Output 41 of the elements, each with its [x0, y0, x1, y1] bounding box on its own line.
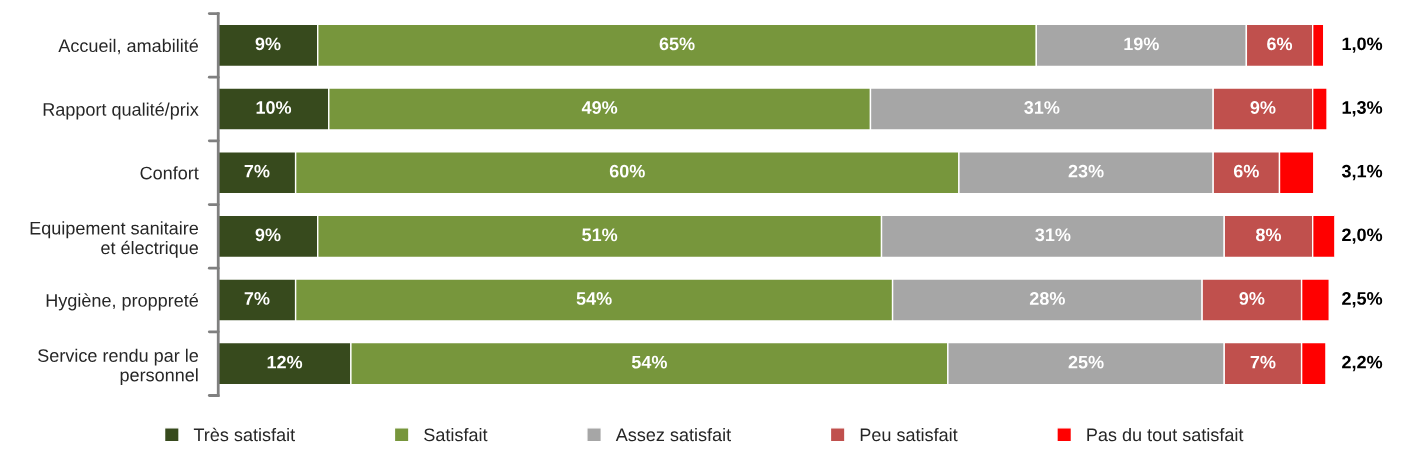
y-tick-label: Confort — [140, 166, 199, 180]
legend-label: Assez satisfait — [615, 427, 731, 442]
y-tick-label: Service rendu par le personnel — [38, 348, 198, 385]
data-label: 7% — [244, 292, 270, 305]
data-label: 9% — [255, 37, 281, 51]
data-label: 9% — [1239, 292, 1265, 305]
data-label: 31% — [1024, 101, 1060, 114]
y-tick-label: Hygiène, proppreté — [46, 293, 199, 311]
data-label: 9% — [1250, 101, 1276, 114]
data-label: 65% — [659, 37, 695, 51]
data-label: 31% — [1035, 228, 1071, 242]
legend-label: Satisfait — [424, 427, 488, 442]
data-label: 6% — [1233, 164, 1259, 178]
legend-label: Peu satisfait — [860, 427, 958, 442]
data-label: 2,2% — [1342, 355, 1383, 372]
legend-label: Pas du tout satisfait — [1087, 427, 1244, 442]
data-label: 25% — [1068, 355, 1104, 369]
data-label: 51% — [582, 228, 618, 242]
data-label: 49% — [581, 101, 618, 114]
y-tick-label: Equipement sanitaire et électrique — [30, 221, 198, 258]
data-label: 2,0% — [1342, 228, 1383, 244]
data-label: 23% — [1068, 164, 1104, 178]
data-label: 10% — [256, 101, 292, 114]
data-label: 1,3% — [1342, 101, 1383, 117]
legend-label: Très satisfait — [193, 427, 295, 442]
data-label: 19% — [1124, 37, 1159, 51]
data-label: 7% — [1250, 355, 1276, 369]
data-label: 1,0% — [1342, 37, 1383, 53]
data-label: 6% — [1267, 37, 1293, 51]
data-label: 8% — [1255, 228, 1282, 242]
data-label: 9% — [255, 228, 281, 242]
data-label: 12% — [267, 355, 303, 369]
data-label: 3,1% — [1341, 164, 1383, 181]
y-tick-label: Rapport qualité/prix — [43, 102, 199, 120]
data-label: 54% — [576, 292, 612, 305]
data-label: 54% — [631, 355, 667, 369]
data-label: 60% — [609, 164, 645, 178]
data-label: 7% — [244, 164, 270, 178]
y-tick-label: Accueil, amabilité — [58, 38, 198, 55]
data-label: 2,5% — [1342, 292, 1383, 308]
data-label: 28% — [1029, 292, 1065, 305]
